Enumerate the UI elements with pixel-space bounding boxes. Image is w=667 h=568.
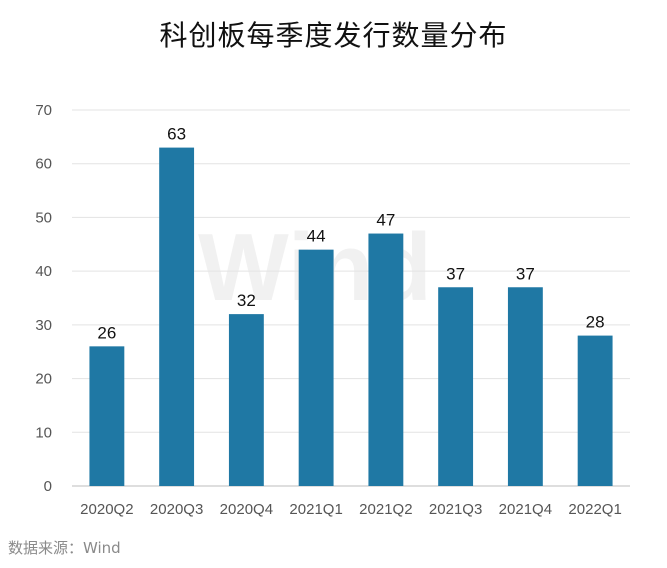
bar-2021Q1 [298, 249, 334, 486]
data-label-2021Q4: 37 [516, 264, 535, 283]
bars [89, 147, 613, 486]
y-tick-label: 60 [35, 156, 52, 173]
x-tick-label: 2022Q1 [568, 501, 621, 518]
bar-2021Q3 [438, 287, 474, 486]
data-label-2020Q4: 32 [237, 291, 256, 310]
y-tick-label: 10 [35, 424, 52, 441]
bar-2020Q4 [228, 314, 264, 486]
x-tick-label: 2020Q4 [220, 501, 273, 518]
data-label-2020Q2: 26 [97, 323, 116, 342]
data-labels: 26 63 32 44 47 37 37 28 [97, 125, 604, 343]
source-note: 数据来源：Wind [8, 539, 121, 557]
x-tick-label: 2020Q2 [80, 501, 133, 518]
data-label-2022Q1: 28 [586, 313, 605, 332]
y-tick-label: 70 [35, 102, 52, 119]
y-tick-label: 30 [35, 317, 52, 334]
x-tick-label: 2021Q1 [289, 501, 342, 518]
data-label-2020Q3: 63 [167, 125, 186, 144]
y-tick-label: 20 [35, 371, 52, 388]
x-tick-label: 2021Q3 [429, 501, 482, 518]
y-axis: 0 10 20 30 40 50 60 70 [35, 102, 52, 495]
bar-2021Q4 [507, 287, 543, 486]
x-tick-label: 2021Q4 [499, 501, 552, 518]
x-axis: 2020Q2 2020Q3 2020Q4 2021Q1 2021Q2 2021Q3 2021… [80, 501, 622, 518]
y-tick-label: 50 [35, 209, 52, 226]
bar-2021Q2 [368, 233, 404, 486]
y-tick-label: 0 [44, 478, 52, 495]
x-tick-label: 2020Q3 [150, 501, 203, 518]
bar-2020Q3 [159, 147, 195, 486]
y-tick-label: 40 [35, 263, 52, 280]
bar-2020Q2 [89, 346, 125, 486]
x-tick-label: 2021Q2 [359, 501, 412, 518]
bar-2022Q1 [577, 335, 613, 486]
data-label-2021Q3: 37 [446, 264, 465, 283]
chart-title: 科创板每季度发行数量分布 [159, 19, 508, 52]
data-label-2021Q1: 44 [307, 227, 326, 246]
data-label-2021Q2: 47 [376, 211, 395, 230]
